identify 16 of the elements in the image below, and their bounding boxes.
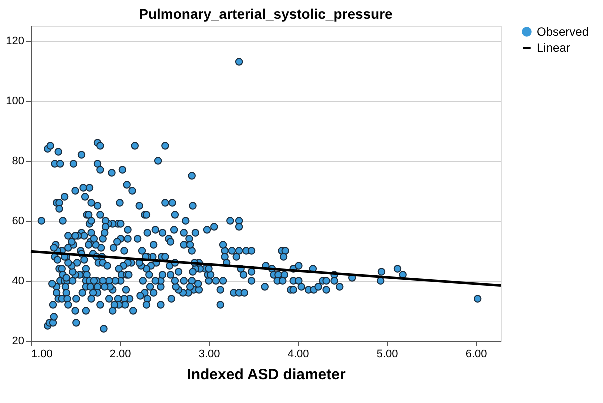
legend-label: Linear <box>537 41 570 55</box>
x-tick-label: 2.00 <box>110 348 132 360</box>
y-tick-label: 60 <box>12 216 24 228</box>
x-axis-title: Indexed ASD diameter <box>187 366 346 384</box>
x-tick-label: 3.00 <box>198 348 220 360</box>
x-tick-label: 5.00 <box>376 348 398 360</box>
y-tick-label: 120 <box>6 36 24 48</box>
y-tick-label: 40 <box>12 276 24 288</box>
y-tick-label: 20 <box>12 336 24 348</box>
x-tick-label: 4.00 <box>288 348 310 360</box>
x-tick-label: 1.00 <box>32 348 53 360</box>
y-tick-label: 100 <box>6 96 24 108</box>
x-tick-label: 6.00 <box>466 348 488 360</box>
y-tick-label: 80 <box>12 156 24 168</box>
legend-label: Observed <box>537 25 590 39</box>
chart-title: Pulmonary_arterial_systolic_pressure <box>139 6 394 22</box>
